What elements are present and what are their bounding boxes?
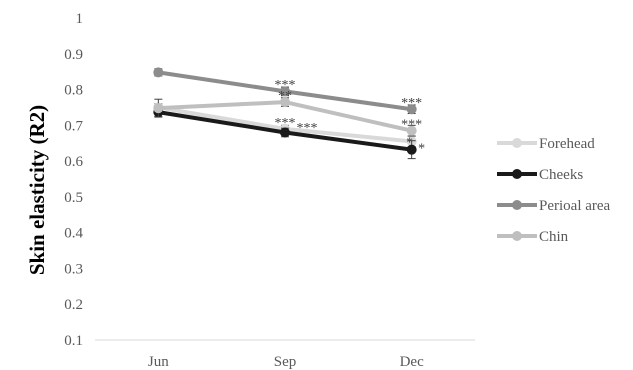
y-tick-label: 1 — [76, 11, 84, 27]
legend-label: Perioal area — [539, 198, 611, 214]
significance-marker: * — [418, 142, 425, 157]
data-point — [406, 104, 417, 115]
legend-swatch-marker — [512, 200, 522, 210]
legend-label: Forehead — [539, 136, 595, 152]
y-tick-label: 0.4 — [64, 226, 83, 242]
y-tick-label: 0.1 — [64, 333, 83, 349]
y-tick-label: 0.9 — [64, 47, 83, 63]
legend-swatch-marker — [512, 169, 522, 179]
y-tick-label: 0.7 — [64, 118, 83, 134]
series-group — [153, 67, 417, 160]
legend-label: Cheeks — [539, 167, 583, 183]
y-axis-label: Skin elasticity (R2) — [25, 105, 49, 275]
legend-item: Cheeks — [497, 167, 583, 183]
significance-marker: *** — [275, 116, 296, 131]
legend-label: Chin — [539, 229, 569, 245]
data-point — [280, 127, 290, 138]
legend-item: Forehead — [497, 136, 595, 152]
x-tick-label: Jun — [148, 354, 169, 370]
data-point — [153, 103, 164, 114]
y-tick-label: 0.6 — [64, 154, 83, 170]
data-point — [280, 97, 290, 108]
legend-swatch-marker — [512, 138, 522, 148]
legend: Forehead Cheeks Perioal area Chin — [497, 136, 611, 245]
significance-marker: *** — [401, 96, 422, 111]
significance-marker: * — [406, 135, 413, 150]
y-tick-label: 0.5 — [64, 190, 83, 206]
series-perioal-area — [153, 67, 417, 115]
y-tick-label: 0.3 — [64, 261, 83, 277]
significance-marker: *** — [401, 118, 422, 133]
data-point — [280, 86, 290, 97]
significance-annotations: ******** ********** * — [275, 78, 426, 156]
legend-swatch-marker — [512, 231, 522, 241]
significance-marker: ** — [278, 89, 292, 104]
significance-marker: *** — [275, 78, 296, 93]
significance-marker: *** — [297, 121, 318, 136]
y-tick-label: 0.8 — [64, 83, 83, 99]
x-tick-label: Dec — [400, 354, 424, 370]
data-point — [406, 125, 417, 136]
legend-item: Perioal area — [497, 198, 611, 214]
series-chin — [153, 97, 417, 137]
data-point — [153, 67, 164, 78]
x-tick-label: Sep — [274, 354, 297, 370]
y-tick-labels: 0.1 0.2 0.3 0.4 0.5 0.6 0.7 0.8 0.9 1 — [64, 11, 83, 349]
legend-item: Chin — [497, 229, 569, 245]
y-tick-label: 0.2 — [64, 297, 83, 313]
data-point — [406, 144, 417, 155]
x-tick-labels: Jun Sep Dec — [148, 354, 424, 370]
